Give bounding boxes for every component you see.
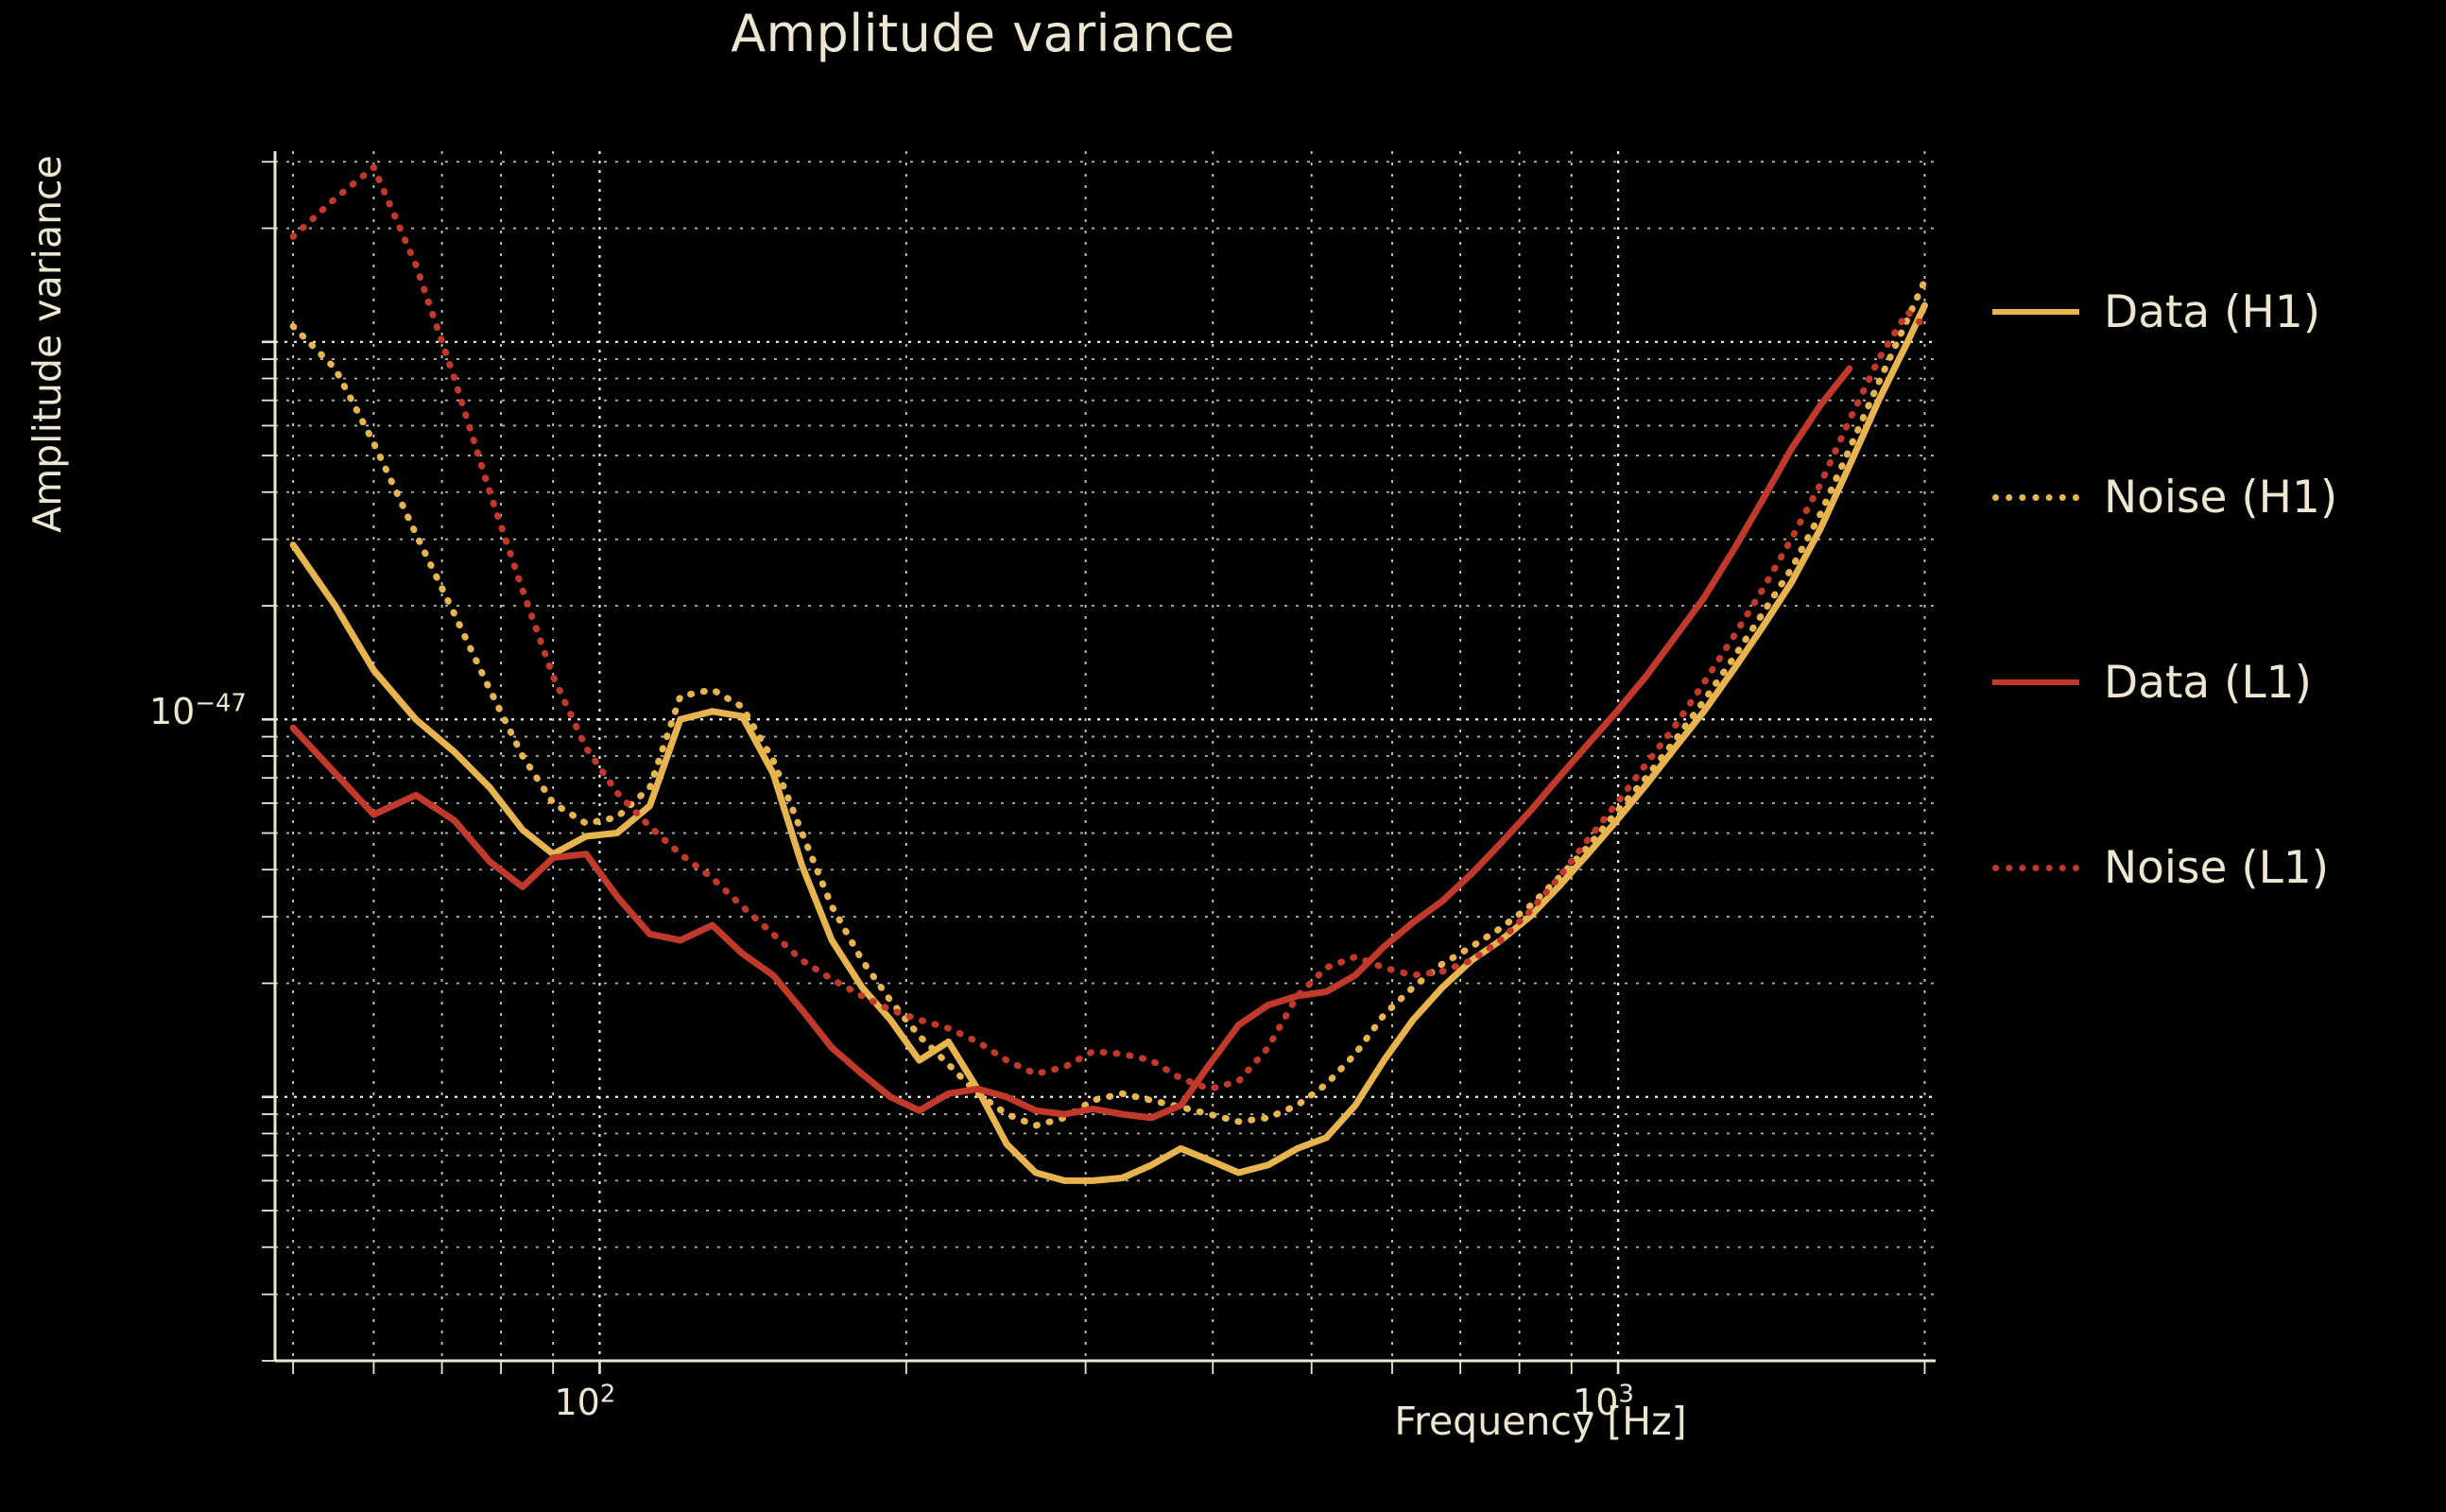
x-tick-label: 103 xyxy=(1573,1380,1634,1423)
legend-item[interactable]: Data (H1) xyxy=(1992,219,2437,404)
legend-dotted-line-icon xyxy=(1992,864,2079,871)
legend-dotted-line-icon xyxy=(1992,493,2079,501)
chart-legend: Data (H1) Noise (H1) Data (L1) Noise (L1) xyxy=(1992,219,2437,960)
legend-solid-line-icon xyxy=(1992,309,2079,315)
x-tick-label: 102 xyxy=(554,1380,616,1423)
legend-label: Noise (L1) xyxy=(2104,841,2330,894)
legend-item[interactable]: Noise (H1) xyxy=(1992,404,2437,590)
series-line xyxy=(289,163,1928,1092)
y-tick-label: 10−47 xyxy=(149,689,247,733)
gridlines xyxy=(275,151,1936,1362)
legend-solid-line-icon xyxy=(1992,679,2079,685)
legend-item[interactable]: Data (L1) xyxy=(1992,590,2437,775)
legend-label: Data (H1) xyxy=(2104,285,2321,338)
axis-ticks xyxy=(262,161,1926,1374)
legend-item[interactable]: Noise (L1) xyxy=(1992,775,2437,960)
series-line xyxy=(289,301,1928,1184)
data-series-layer xyxy=(289,163,1928,1184)
series-line xyxy=(289,277,1928,1129)
legend-label: Noise (H1) xyxy=(2104,471,2338,524)
x-axis-title: Frequency [Hz] xyxy=(1394,1399,1687,1444)
chart-title: Amplitude variance xyxy=(731,4,1235,63)
series-line xyxy=(289,365,1853,1122)
legend-label: Data (L1) xyxy=(2104,656,2312,709)
